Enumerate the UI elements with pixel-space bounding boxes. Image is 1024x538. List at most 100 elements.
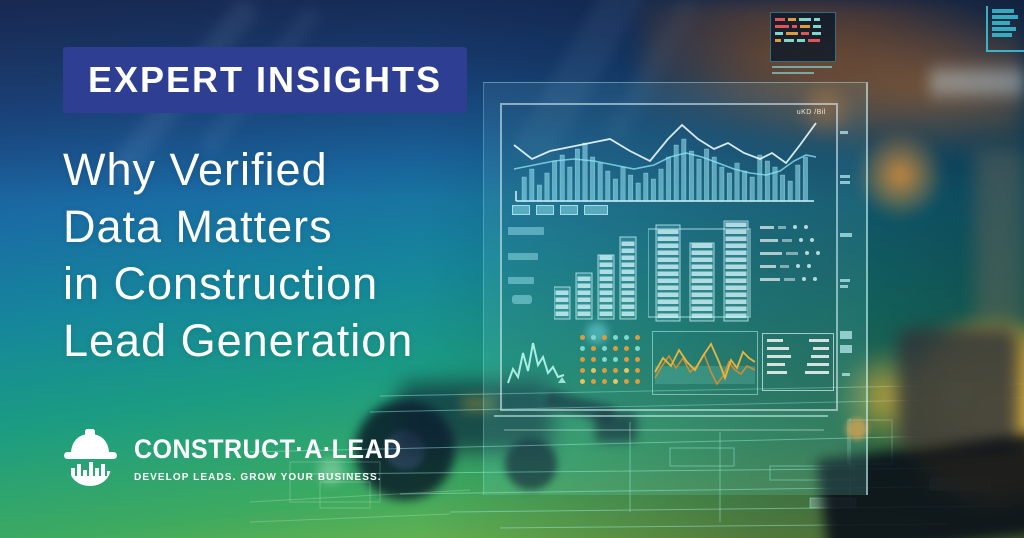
category-badge: EXPERT INSIGHTS [63,47,467,113]
dashboard-corner-label: uKD /Bil [796,109,826,116]
sparkline-chart [507,342,566,384]
grid-dot [624,335,629,340]
grid-dot [602,357,607,362]
title-line: Data Matters [63,201,333,252]
axis-tick [840,175,850,178]
grid-dot [602,335,607,340]
grid-dot [624,346,629,351]
grid-dot [635,335,640,340]
orange-bokeh [795,80,855,140]
axis-tick [840,285,848,288]
title-line: Why Verified [63,144,328,195]
grid-dot [602,368,607,373]
table-row [760,251,832,255]
text-panel [762,333,834,391]
text-row [767,339,829,342]
corner-bar [992,27,1016,31]
segmented-bars-large [648,220,751,322]
holo-dashboard: uKD /Bil [483,82,868,495]
grid-dot [591,379,596,384]
shelf-line [504,429,824,431]
grid-dot [624,357,629,362]
card-row [775,32,831,35]
toolbar-chip [512,205,530,215]
grid-dot [591,357,596,362]
machine-gray-box [898,328,1018,453]
data-card-underline [772,66,832,78]
light-band [930,62,1024,102]
chart-toolbar [512,205,608,215]
toolbar-chip [536,205,554,215]
axis-tick [840,331,852,339]
logo-text: CONSTRUCT·A·LEAD DEVELOP LEADS. GROW YOU… [134,428,402,483]
corner-bar-chart [986,6,1024,52]
machine-shelf-column [975,150,1024,320]
text-row [767,347,829,350]
card-row [775,39,831,42]
grid-dot [591,335,596,340]
badge-label: EXPERT INSIGHTS [87,59,443,100]
tractor-body [398,382,553,452]
text-row [767,363,829,366]
brand-logo: CONSTRUCT·A·LEAD DEVELOP LEADS. GROW YOU… [62,428,402,488]
grid-dot [591,368,596,373]
grid-dot [580,379,585,384]
grid-dot [591,346,596,351]
grid-dot [635,368,640,373]
mini-data-table [760,225,832,290]
title-line: in Construction [63,258,379,309]
grid-dot [580,357,585,362]
grid-dot [602,346,607,351]
grid-dot [624,368,629,373]
grid-dot [602,379,607,384]
grid-dot [613,368,618,373]
grid-dot [580,335,585,340]
corner-bar [992,21,1010,25]
teal-bokeh [318,458,344,484]
axis-tick [840,131,848,134]
title-line: Lead Generation [63,315,414,366]
toolbar-chip [560,205,578,215]
text-row [767,355,829,358]
orange-bokeh [855,130,945,220]
page-title: Why Verified Data Matters in Constructio… [63,141,413,369]
grid-dot [613,346,618,351]
axis-tick [842,373,850,376]
axis-tick [840,181,850,184]
grid-dot [613,379,618,384]
logo-tagline: DEVELOP LEADS. GROW YOUR BUSINESS. [134,472,382,483]
orange-line-chart [652,331,758,395]
grid-dot [580,368,585,373]
toolbar-chip [584,205,608,215]
row-label [512,295,532,304]
machine-orange-dot [846,418,868,440]
corner-bar [992,33,1012,37]
table-row [760,225,832,229]
table-row [760,238,832,242]
segmented-bars-small [554,236,637,320]
logo-title: CONSTRUCT·A·LEAD [134,434,402,465]
corner-bar [992,9,1014,13]
tractor-glint [462,396,496,412]
text-row [767,371,829,374]
grid-dot [580,346,585,351]
hardhat-icon [64,429,117,486]
data-card [770,12,836,62]
grid-dot [613,357,618,362]
grid-dot [624,379,629,384]
axis-tick [840,233,852,237]
tractor-bucket [595,412,637,442]
card-row [775,18,831,21]
row-label [508,227,544,235]
grid-dot [635,379,640,384]
grid-dot [635,346,640,351]
dashboard-frame: uKD /Bil [500,103,838,411]
grid-dot [613,335,618,340]
axis-tick [840,279,850,282]
table-row [760,264,832,268]
bar-line-chart [513,122,817,202]
grid-dot [635,357,640,362]
corner-bar [992,15,1018,19]
row-label [508,253,538,260]
